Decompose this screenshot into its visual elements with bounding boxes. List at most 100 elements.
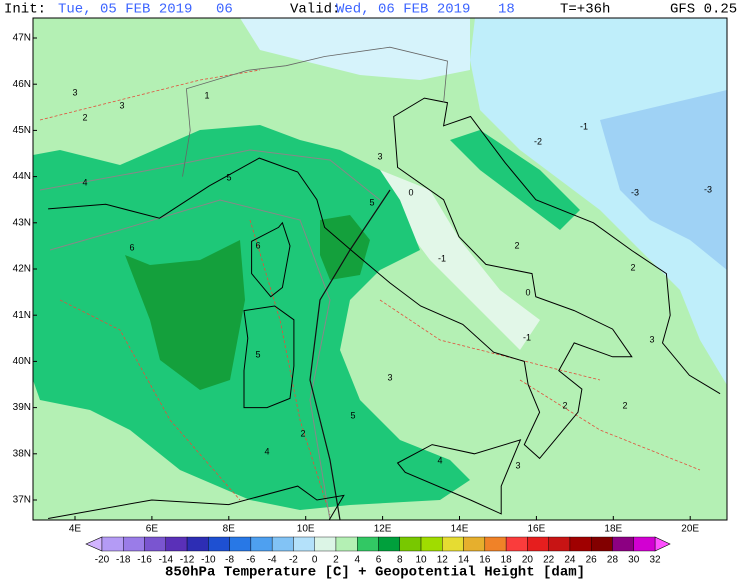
- colorbar-segment: [484, 536, 507, 552]
- lat-label: 46N: [13, 79, 31, 90]
- colorbar-segment: [505, 536, 528, 552]
- island: [251, 221, 291, 298]
- contour-label: -1: [438, 253, 446, 263]
- colorbar: -20 -18 -16 -14 -12 -10 -8 -6 -4 -2 0 2 4 6 8 10 12 14 16 1…: [85, 536, 671, 566]
- coastline: [48, 97, 721, 460]
- contour-label: 6: [129, 242, 134, 252]
- field-pale: [380, 170, 540, 350]
- lon-label: 20E: [681, 524, 699, 535]
- contour-label: 2: [562, 400, 567, 410]
- contour-label: 4: [82, 177, 87, 187]
- colorbar-label: 32: [649, 555, 661, 566]
- colorbar-label: 24: [564, 555, 576, 566]
- colorbar-label: 16: [479, 555, 491, 566]
- isotherm: [309, 189, 391, 520]
- colorbar-segment: [569, 536, 592, 552]
- colorbar-segment: [229, 536, 252, 552]
- lon-label: 12E: [374, 524, 392, 535]
- contour-line: [249, 219, 331, 516]
- map-layer: 3 3 2 4 6 5 4 2 5 3 4 2 2 3 2 3 1 3 0 5 -1 0 -1 -2 -3 -3 -1 2 5 6: [33, 18, 727, 520]
- lat-label: 41N: [13, 310, 31, 321]
- field-warm: [33, 125, 470, 510]
- lat-label: 42N: [13, 264, 31, 275]
- contour-label: 2: [630, 262, 635, 272]
- map: 3 3 2 4 6 5 4 2 5 3 4 2 2 3 2 3 1 3 0 5 -1 0 -1 -2 -3 -3 -1 2 5 6 47N 4…: [13, 17, 728, 535]
- height-line: [49, 199, 331, 520]
- colorbar-label: -14: [159, 555, 174, 566]
- colorbar-segment: [548, 536, 571, 552]
- contour-label: 5: [369, 197, 374, 207]
- island: [396, 439, 522, 515]
- height-line: [39, 149, 381, 201]
- lat-label: 40N: [13, 356, 31, 367]
- colorbar-label: -4: [268, 555, 277, 566]
- contour-label: 1: [204, 90, 209, 100]
- colorbar-segment: [165, 536, 188, 552]
- contour-label: 3: [72, 87, 77, 97]
- colorbar-label: -2: [289, 555, 298, 566]
- model-name: GFS 0.25: [670, 2, 737, 18]
- colorbar-segment: [293, 536, 315, 552]
- lon-label: 6E: [146, 524, 159, 535]
- valid-hour: 18: [498, 2, 515, 18]
- valid-date: Wed, 06 FEB 2019: [336, 2, 470, 18]
- field-warmer: [125, 240, 245, 390]
- contour-label: 4: [437, 455, 442, 465]
- contour-label: -3: [704, 184, 712, 194]
- colorbar-label: 28: [607, 555, 619, 566]
- colorbar-segment: [101, 536, 124, 552]
- contour-label: 2: [82, 112, 87, 122]
- island: [243, 305, 295, 409]
- colorbar-segment: [527, 536, 549, 552]
- contour-label: -1: [580, 121, 588, 131]
- colorbar-label: 8: [397, 555, 403, 566]
- contour-label: 3: [649, 334, 654, 344]
- lon-label: 16E: [528, 524, 546, 535]
- colorbar-segment: [250, 536, 273, 552]
- border: [182, 46, 448, 177]
- colorbar-label: -20: [95, 555, 110, 566]
- field-colder: [600, 90, 727, 270]
- contour-line: [379, 299, 601, 381]
- lat-label: 38N: [13, 448, 31, 459]
- valid-label: Valid:: [290, 2, 340, 18]
- lon-label: 18E: [604, 524, 622, 535]
- colorbar-label: 10: [415, 555, 427, 566]
- lat-label: 45N: [13, 125, 31, 136]
- colorbar-label: -12: [180, 555, 195, 566]
- colorbar-segment: [335, 536, 358, 552]
- contour-label: 0: [408, 187, 413, 197]
- colorbar-label: -18: [116, 555, 131, 566]
- colorbar-segment: [208, 536, 230, 552]
- lead-time: T=+36h: [560, 2, 610, 18]
- contour-label: -2: [534, 136, 542, 146]
- colorbar-segment: [420, 536, 443, 552]
- contour-label: 2: [514, 240, 519, 250]
- colorbar-label: 18: [501, 555, 513, 566]
- contour-label: -3: [631, 187, 639, 197]
- contour-label: 3: [377, 151, 382, 161]
- lon-label: 8E: [223, 524, 236, 535]
- colorbar-segment: [399, 536, 422, 552]
- init-date: Tue, 05 FEB 2019: [58, 2, 192, 18]
- colorbar-label: -16: [137, 555, 152, 566]
- colorbar-segment: [144, 536, 167, 552]
- colorbar-segment: [123, 536, 145, 552]
- colorbar-label: 22: [543, 555, 555, 566]
- colorbar-segment: [186, 536, 209, 552]
- footer-title: 850hPa Temperature [C] + Geopotential He…: [165, 565, 585, 580]
- contour-label: 2: [622, 400, 627, 410]
- colorbar-label: -10: [201, 555, 216, 566]
- lat-label: 44N: [13, 171, 31, 182]
- colorbar-segment: [633, 536, 656, 552]
- colorbar-segment: [612, 536, 634, 552]
- lon-label: 4E: [69, 524, 82, 535]
- contour-label: 3: [119, 100, 124, 110]
- colorbar-label: -6: [246, 555, 255, 566]
- colorbar-segment: [442, 536, 464, 552]
- lat-label: 37N: [13, 495, 31, 506]
- field-warm-east: [450, 130, 580, 230]
- contour-line: [39, 69, 261, 121]
- init-label: Init:: [4, 2, 46, 18]
